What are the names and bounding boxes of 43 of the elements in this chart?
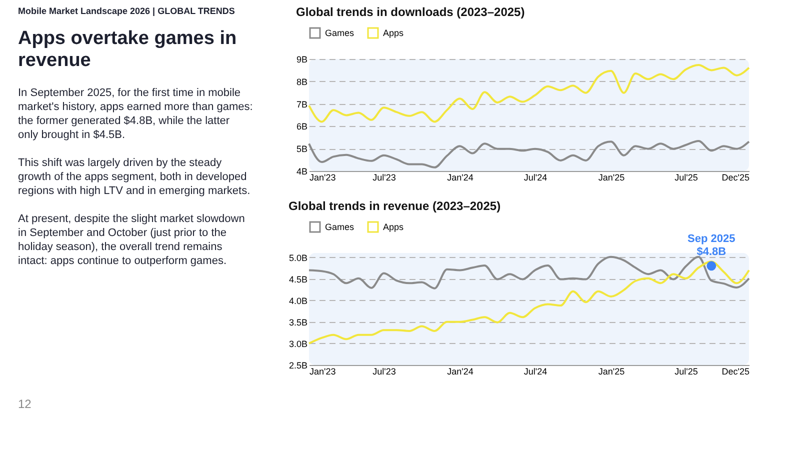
annotation: Sep 2025 $4.8B [688,232,736,258]
text: Apps overtake games in revenue [18,28,237,71]
x-tick-label: Jan'23 [310,172,336,182]
x-tick-label: Jul'24 [524,366,548,376]
y-tick-label: 5.0B [288,252,308,263]
y-tick-label: 3.0B [288,338,308,349]
y-tick-label: 8B [296,76,308,87]
y-tick-label: 4B [296,166,308,176]
y-tick-label: 4.5B [288,274,308,284]
text: At present, despite the slight market slowdown in September and October (just prior to the holiday season), the overall trend remains intact: apps continue to outperform games. [18,213,245,267]
x-tick-label: Dec'25 [722,366,750,376]
legend-label: Apps [383,28,404,38]
x-tick-label: Jul'25 [674,366,698,376]
legend-label: Apps [383,222,404,232]
line-series [308,260,750,344]
legend-label: Games [325,28,355,38]
x-tick-label: Jul'23 [372,366,396,376]
y-tick-label: 2.5B [288,360,308,370]
x-tick-label: Jul'25 [674,172,698,182]
x-tick-label: Jul'24 [524,172,548,182]
line-series [308,256,750,290]
chart-title: Global trends in downloads (2023–2025) [296,5,525,19]
x-tick-label: Jan'25 [598,172,625,182]
y-tick-label: 7B [296,99,308,110]
text: Mobile Market Landscape 2026 | GLOBAL TRENDS [18,6,235,16]
x-tick-label: Jan'25 [598,366,625,376]
chart-title: Global trends in revenue (2023–2025) [288,199,501,213]
x-tick-label: Jul'23 [372,172,396,182]
x-tick-label: Jan'23 [310,366,336,376]
line-series [308,140,750,168]
y-tick-label: 4.0B [288,296,308,306]
y-tick-label: 6B [296,122,308,132]
x-tick-label: Jan'24 [447,172,474,182]
line-series [308,64,750,123]
legend-label: Games [325,222,355,232]
y-tick-label: 9B [296,54,308,64]
text: This shift was largely driven by the steady growth of the apps segment, both in developed regions with high LTV and in emerging markets. [18,157,250,197]
y-tick-label: 5B [296,144,308,154]
x-tick-label: Dec'25 [722,172,750,182]
y-tick-label: 3.5B [288,317,308,328]
text: In September 2025, for the first time in mobile market's history, apps earned more than games: the former generated $4.8B, while the latter only brought in $4.5B. [18,87,253,141]
x-tick-label: Jan'24 [447,366,474,376]
text: 12 [18,397,32,411]
